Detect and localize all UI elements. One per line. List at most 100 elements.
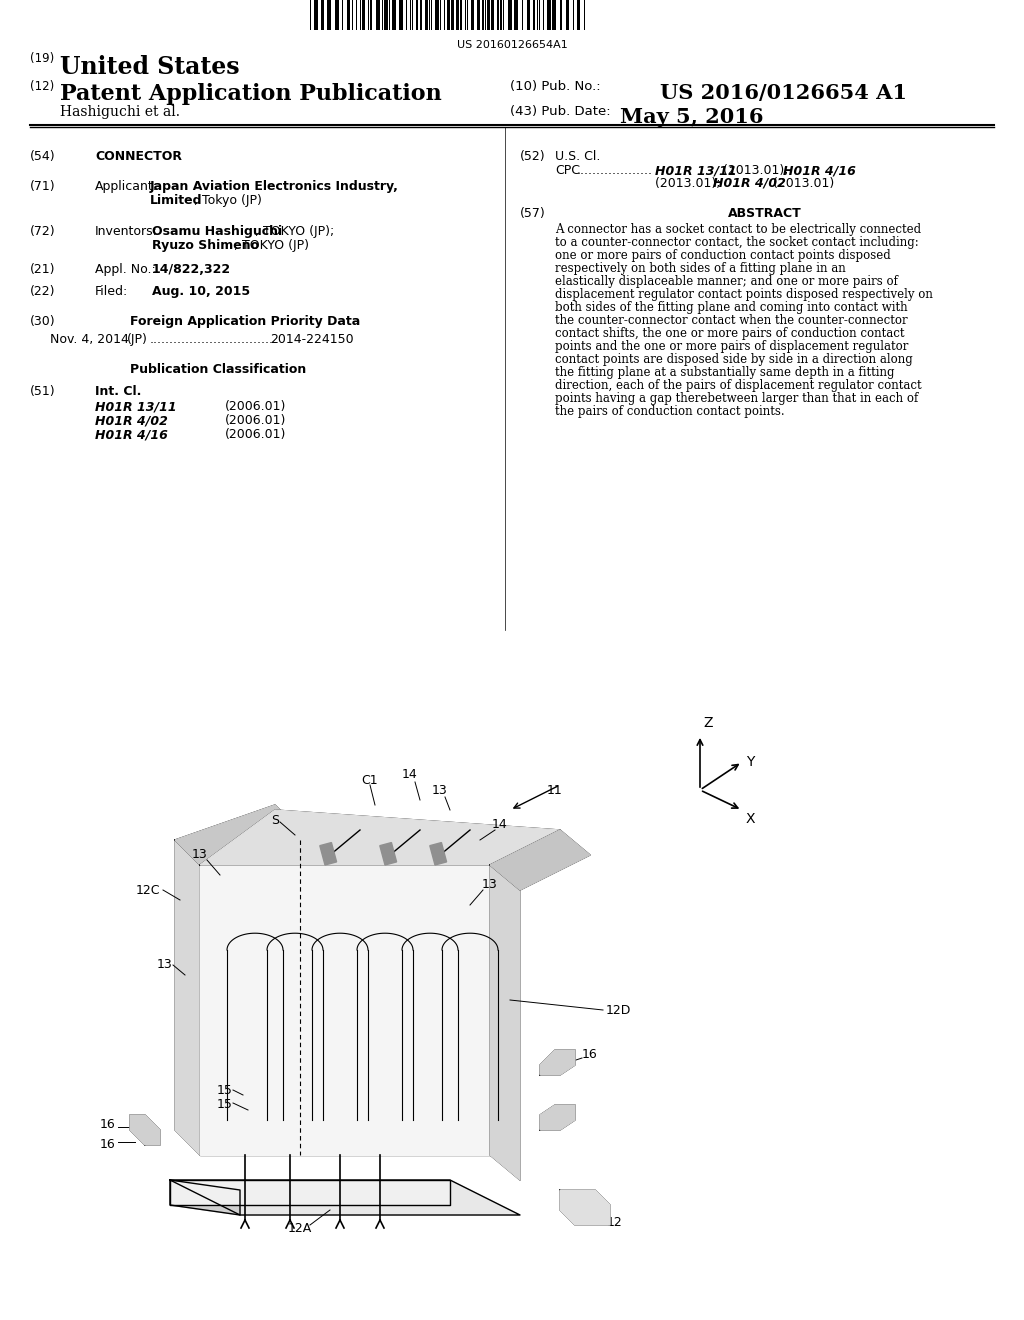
Bar (538, 0, 539, 30)
Bar (584, 0, 585, 30)
Bar (527, 0, 530, 30)
Text: (52): (52) (520, 150, 546, 162)
Text: 12A: 12A (288, 1221, 312, 1234)
Bar (512, 0, 513, 30)
Polygon shape (175, 805, 300, 865)
Bar (580, 0, 584, 30)
Text: 13: 13 (432, 784, 447, 796)
Bar (416, 0, 418, 30)
Bar (370, 0, 372, 30)
Bar (353, 0, 355, 30)
Bar (530, 0, 532, 30)
Bar (497, 0, 499, 30)
Bar (380, 842, 396, 865)
Bar (376, 0, 380, 30)
Polygon shape (170, 1180, 450, 1205)
Text: Applicant:: Applicant: (95, 180, 158, 193)
Bar (372, 0, 376, 30)
Bar (331, 0, 335, 30)
Polygon shape (540, 1105, 575, 1130)
Text: (2013.01): (2013.01) (769, 177, 835, 190)
Text: (JP): (JP) (127, 333, 147, 346)
Bar (422, 0, 425, 30)
Bar (500, 0, 502, 30)
Text: to a counter-connector contact, the socket contact including:: to a counter-connector contact, the sock… (555, 236, 919, 249)
Polygon shape (540, 1049, 575, 1074)
Text: Z: Z (703, 715, 713, 730)
Text: the counter-connector contact when the counter-connector: the counter-connector contact when the c… (555, 314, 907, 327)
Text: 14/822,322: 14/822,322 (152, 263, 231, 276)
Text: (19): (19) (30, 51, 54, 65)
Text: , TOKYO (JP): , TOKYO (JP) (234, 239, 309, 252)
Text: (72): (72) (30, 224, 55, 238)
Text: 15: 15 (217, 1084, 232, 1097)
Bar (577, 0, 580, 30)
Polygon shape (490, 865, 520, 1180)
Bar (468, 0, 471, 30)
Text: points having a gap therebetween larger than that in each of: points having a gap therebetween larger … (555, 392, 919, 405)
Text: A connector has a socket contact to be electrically connected: A connector has a socket contact to be e… (555, 223, 922, 236)
Text: Aug. 10, 2015: Aug. 10, 2015 (152, 285, 250, 298)
Text: 11: 11 (547, 784, 563, 796)
Text: CPC: CPC (555, 164, 580, 177)
Bar (362, 0, 365, 30)
Bar (335, 0, 339, 30)
Text: H01R 13/11: H01R 13/11 (655, 164, 736, 177)
Bar (454, 0, 456, 30)
Bar (460, 0, 462, 30)
Text: 16: 16 (100, 1138, 116, 1151)
Text: respectively on both sides of a fitting plane in an: respectively on both sides of a fitting … (555, 261, 846, 275)
Bar (556, 0, 560, 30)
Text: 14: 14 (493, 818, 508, 832)
Text: ................................: ................................ (150, 333, 278, 346)
Polygon shape (170, 1180, 520, 1214)
Text: direction, each of the pairs of displacement regulator contact: direction, each of the pairs of displace… (555, 379, 922, 392)
Text: elastically displaceable manner; and one or more pairs of: elastically displaceable manner; and one… (555, 275, 898, 288)
Bar (318, 0, 321, 30)
Bar (474, 0, 476, 30)
Bar (339, 0, 341, 30)
Bar (508, 0, 512, 30)
Bar (411, 0, 412, 30)
Bar (482, 0, 483, 30)
Bar (471, 0, 474, 30)
Text: one or more pairs of conduction contact points disposed: one or more pairs of conduction contact … (555, 249, 891, 261)
Text: H01R 4/02: H01R 4/02 (95, 414, 168, 426)
Bar (462, 0, 465, 30)
Text: the pairs of conduction contact points.: the pairs of conduction contact points. (555, 405, 784, 418)
Text: both sides of the fitting plane and coming into contact with: both sides of the fitting plane and comi… (555, 301, 907, 314)
Bar (513, 0, 517, 30)
Bar (314, 0, 318, 30)
Bar (441, 0, 443, 30)
Text: 12: 12 (607, 1216, 623, 1229)
Text: (12): (12) (30, 81, 54, 92)
Bar (544, 0, 547, 30)
Text: (2006.01): (2006.01) (225, 400, 287, 413)
Text: Nov. 4, 2014: Nov. 4, 2014 (50, 333, 129, 346)
Text: Int. Cl.: Int. Cl. (95, 385, 141, 399)
Text: , Tokyo (JP): , Tokyo (JP) (194, 194, 262, 207)
Text: ABSTRACT: ABSTRACT (728, 207, 802, 220)
Polygon shape (560, 1191, 610, 1225)
Text: May 5, 2016: May 5, 2016 (620, 107, 764, 127)
Bar (380, 0, 382, 30)
Bar (384, 0, 388, 30)
Text: 12C: 12C (136, 883, 160, 896)
Bar (532, 0, 535, 30)
Text: 16: 16 (100, 1118, 116, 1131)
Text: Patent Application Publication: Patent Application Publication (60, 83, 441, 106)
Bar (543, 0, 544, 30)
Bar (391, 0, 395, 30)
Text: (71): (71) (30, 180, 55, 193)
Text: Limited: Limited (150, 194, 203, 207)
Text: (2006.01): (2006.01) (225, 414, 287, 426)
Bar (547, 0, 551, 30)
Text: US 20160126654A1: US 20160126654A1 (457, 40, 567, 50)
Text: Inventors:: Inventors: (95, 224, 158, 238)
Bar (490, 0, 494, 30)
Text: the fitting plane at a substantially same depth in a fitting: the fitting plane at a substantially sam… (555, 366, 895, 379)
Bar (572, 0, 574, 30)
Text: H01R 4/02: H01R 4/02 (713, 177, 785, 190)
Bar (486, 0, 489, 30)
Text: Ryuzo Shimeno: Ryuzo Shimeno (152, 239, 259, 252)
